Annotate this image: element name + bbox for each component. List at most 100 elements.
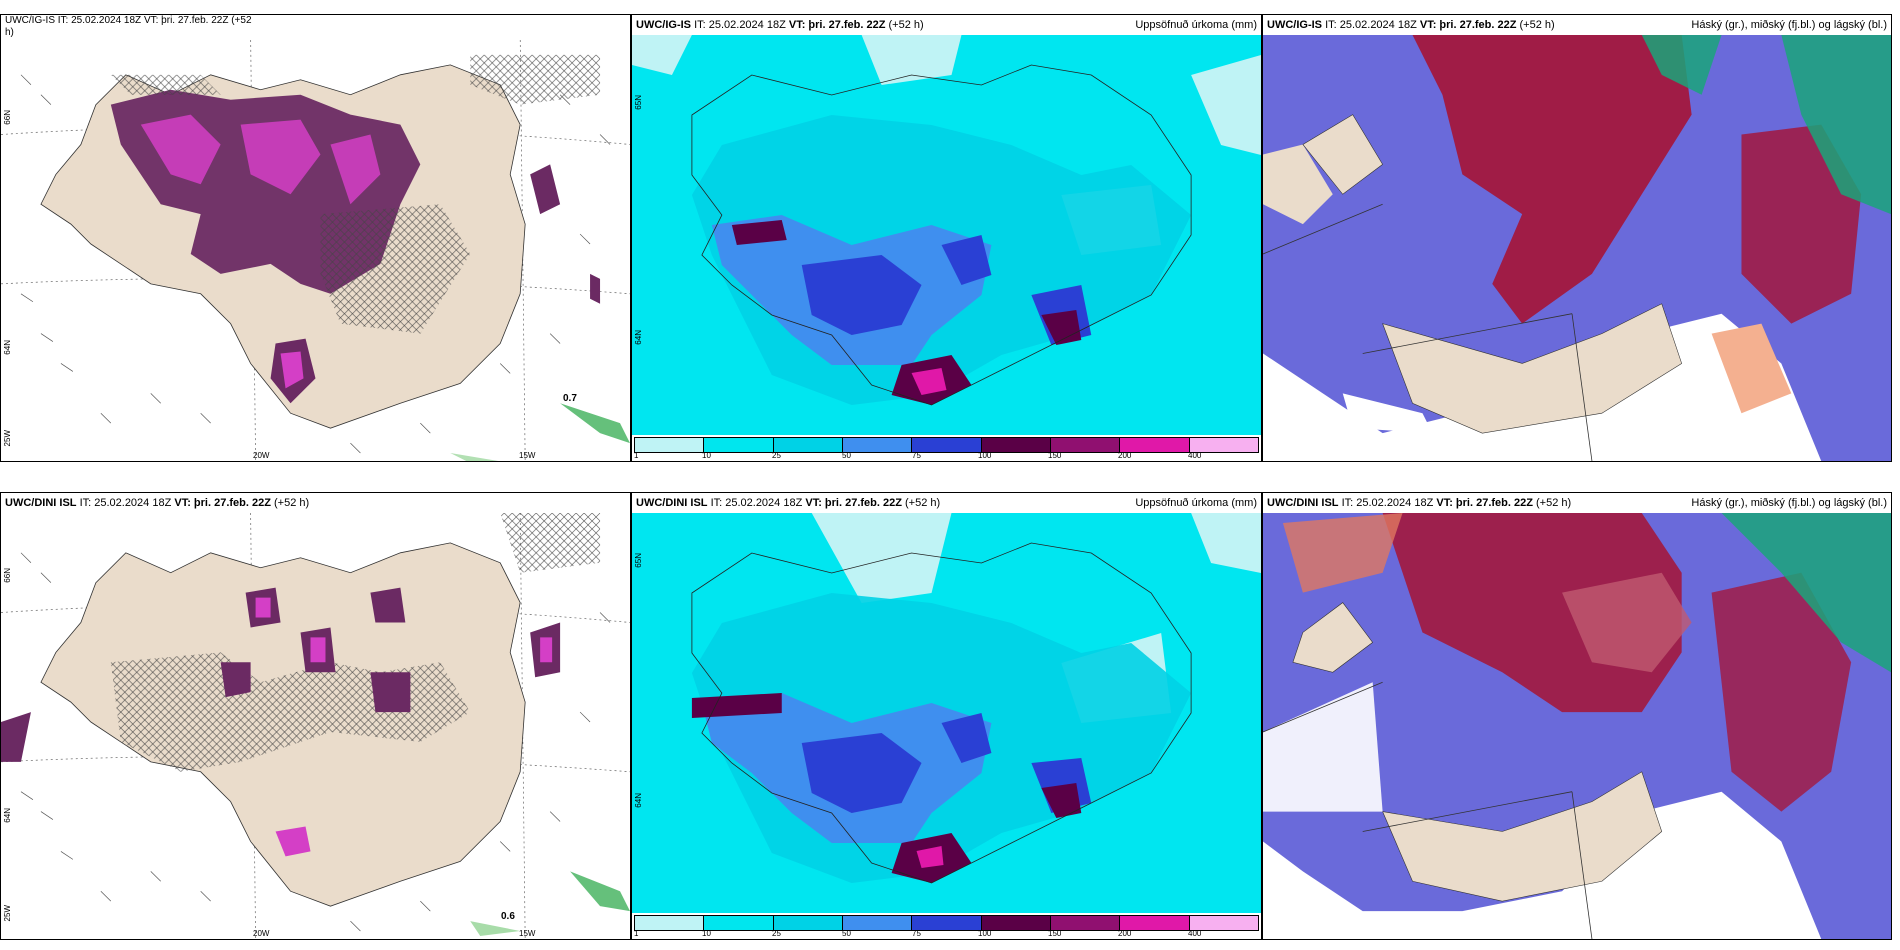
legend-swatch xyxy=(635,438,705,452)
valid-time: VT: þri. 27.feb. 22Z xyxy=(788,19,886,31)
map-area xyxy=(1,513,630,939)
legend-tick: 100 xyxy=(978,929,992,938)
legend-bar xyxy=(634,915,1259,931)
panel-header: UWC/DINI ISL IT: 25.02.2024 18Z VT: þri.… xyxy=(632,493,1261,513)
lat-label-64n: 64N xyxy=(634,793,643,808)
panel-header: UWC/IG-IS IT: 25.02.2024 18Z VT: þri. 27… xyxy=(1263,15,1891,35)
legend-swatch xyxy=(704,438,774,452)
legend-swatch xyxy=(773,916,843,930)
legend-swatch xyxy=(704,916,774,930)
legend-swatch xyxy=(635,916,705,930)
legend-swatch xyxy=(1050,438,1121,452)
lat-label-25w: 25W xyxy=(3,430,12,447)
precip-map xyxy=(632,513,1261,913)
map-area xyxy=(1263,35,1891,461)
legend-swatch xyxy=(842,916,913,930)
legend-tick: 1 xyxy=(634,451,639,460)
header-text-2: h) xyxy=(5,27,14,38)
legend-swatch xyxy=(981,438,1051,452)
legend-tick: 75 xyxy=(912,929,921,938)
legend-swatch xyxy=(1120,438,1190,452)
lat-label-65n: 65N xyxy=(634,553,643,568)
lat-label-64n: 64N xyxy=(3,340,12,355)
legend-bar xyxy=(634,437,1259,453)
iceland-wind-map xyxy=(1,513,630,939)
legend-tick: 50 xyxy=(842,929,851,938)
init-time: IT: 25.02.2024 18Z xyxy=(1341,497,1434,509)
field-title: Háský (gr.), miðský (fj.bl.) og lágský (… xyxy=(1691,497,1887,509)
legend-tick: 200 xyxy=(1118,451,1132,460)
legend-tick: 150 xyxy=(1048,451,1062,460)
map-area xyxy=(1,35,630,461)
lat-label-66n: 66N xyxy=(3,110,12,125)
legend-tick: 75 xyxy=(912,451,921,460)
lon-label-20w: 20W xyxy=(253,451,270,460)
map-area xyxy=(1263,513,1891,939)
legend-swatch xyxy=(773,438,843,452)
legend-tick: 10 xyxy=(702,929,711,938)
legend-swatch xyxy=(1189,438,1258,452)
lat-label-65n: 65N xyxy=(634,95,643,110)
lat-label-25w: 25W xyxy=(3,905,12,922)
legend-swatch xyxy=(1120,916,1190,930)
legend-swatch xyxy=(981,916,1051,930)
panel-header: UWC/DINI ISL IT: 25.02.2024 18Z VT: þri.… xyxy=(1,493,630,513)
model-name: UWC/DINI ISL xyxy=(5,497,77,509)
valid-time: VT: þri. 27.feb. 22Z xyxy=(805,497,902,509)
legend-tick: 150 xyxy=(1048,929,1062,938)
field-title: Uppsöfnuð úrkoma (mm) xyxy=(1135,497,1257,509)
model-name: UWC/DINI ISL xyxy=(636,497,708,509)
lead-time: (+52 h) xyxy=(1519,19,1555,31)
init-time: IT: 25.02.2024 18Z xyxy=(1325,19,1417,31)
panel-header: UWC/DINI ISL IT: 25.02.2024 18Z VT: þri.… xyxy=(1263,493,1891,513)
cloud-map xyxy=(1263,35,1891,461)
legend-tick: 200 xyxy=(1118,929,1132,938)
lon-label-15w: 15W xyxy=(519,929,536,938)
legend-swatch xyxy=(842,438,913,452)
marker-value: 0.6 xyxy=(501,911,515,922)
map-panel-top-middle: UWC/IG-IS IT: 25.02.2024 18Z VT: þri. 27… xyxy=(631,14,1262,462)
map-panel-top-right: UWC/IG-IS IT: 25.02.2024 18Z VT: þri. 27… xyxy=(1262,14,1892,462)
model-name: UWC/IG-IS xyxy=(636,19,691,31)
model-name: UWC/DINI ISL xyxy=(1267,497,1339,509)
legend-tick: 400 xyxy=(1188,451,1202,460)
map-panel-top-left: UWC/IG-IS IT: 25.02.2024 18Z VT: þri. 27… xyxy=(0,14,631,462)
lead-time: (+52 h) xyxy=(274,497,310,509)
legend-tick: 10 xyxy=(702,451,711,460)
valid-time: VT: þri. 27.feb. 22Z xyxy=(174,497,271,509)
legend-swatch xyxy=(912,438,982,452)
cloud-map xyxy=(1263,513,1891,939)
lat-label-66n: 66N xyxy=(3,568,12,583)
map-panel-bottom-middle: UWC/DINI ISL IT: 25.02.2024 18Z VT: þri.… xyxy=(631,492,1262,940)
field-title: Uppsöfnuð úrkoma (mm) xyxy=(1135,19,1257,31)
panel-header: UWC/IG-IS IT: 25.02.2024 18Z VT: þri. 27… xyxy=(1,15,630,39)
legend-tick: 1 xyxy=(634,929,639,938)
lat-label-64n: 64N xyxy=(634,330,643,345)
lead-time: (+52 h) xyxy=(1536,497,1572,509)
valid-time: VT: þri. 27.feb. 22Z xyxy=(1419,19,1517,31)
precip-legend: 1 10 25 50 75 100 150 200 400 xyxy=(632,435,1261,461)
legend-tick: 25 xyxy=(772,451,781,460)
iceland-wind-map xyxy=(1,35,630,461)
lead-time: (+52 h) xyxy=(888,19,924,31)
init-time: IT: 25.02.2024 18Z xyxy=(79,497,172,509)
precip-map xyxy=(632,35,1261,435)
lead-time: (+52 h) xyxy=(905,497,941,509)
legend-tick: 50 xyxy=(842,451,851,460)
map-panel-bottom-right: UWC/DINI ISL IT: 25.02.2024 18Z VT: þri.… xyxy=(1262,492,1892,940)
legend-swatch xyxy=(1050,916,1121,930)
legend-tick: 400 xyxy=(1188,929,1202,938)
precip-legend: 1 10 25 50 75 100 150 200 400 xyxy=(632,913,1261,939)
legend-tick: 25 xyxy=(772,929,781,938)
panel-header: UWC/IG-IS IT: 25.02.2024 18Z VT: þri. 27… xyxy=(632,15,1261,35)
lon-label-20w: 20W xyxy=(253,929,270,938)
map-area xyxy=(632,35,1261,435)
lat-label-64n: 64N xyxy=(3,808,12,823)
map-panel-bottom-left: UWC/DINI ISL IT: 25.02.2024 18Z VT: þri.… xyxy=(0,492,631,940)
header-text: UWC/IG-IS IT: 25.02.2024 18Z VT: þri. 27… xyxy=(5,15,252,26)
field-title: Háský (gr.), miðský (fj.bl.) og lágský (… xyxy=(1691,19,1887,31)
lon-label-15w: 15W xyxy=(519,451,536,460)
map-area xyxy=(632,513,1261,913)
model-name: UWC/IG-IS xyxy=(1267,19,1322,31)
legend-tick: 100 xyxy=(978,451,992,460)
